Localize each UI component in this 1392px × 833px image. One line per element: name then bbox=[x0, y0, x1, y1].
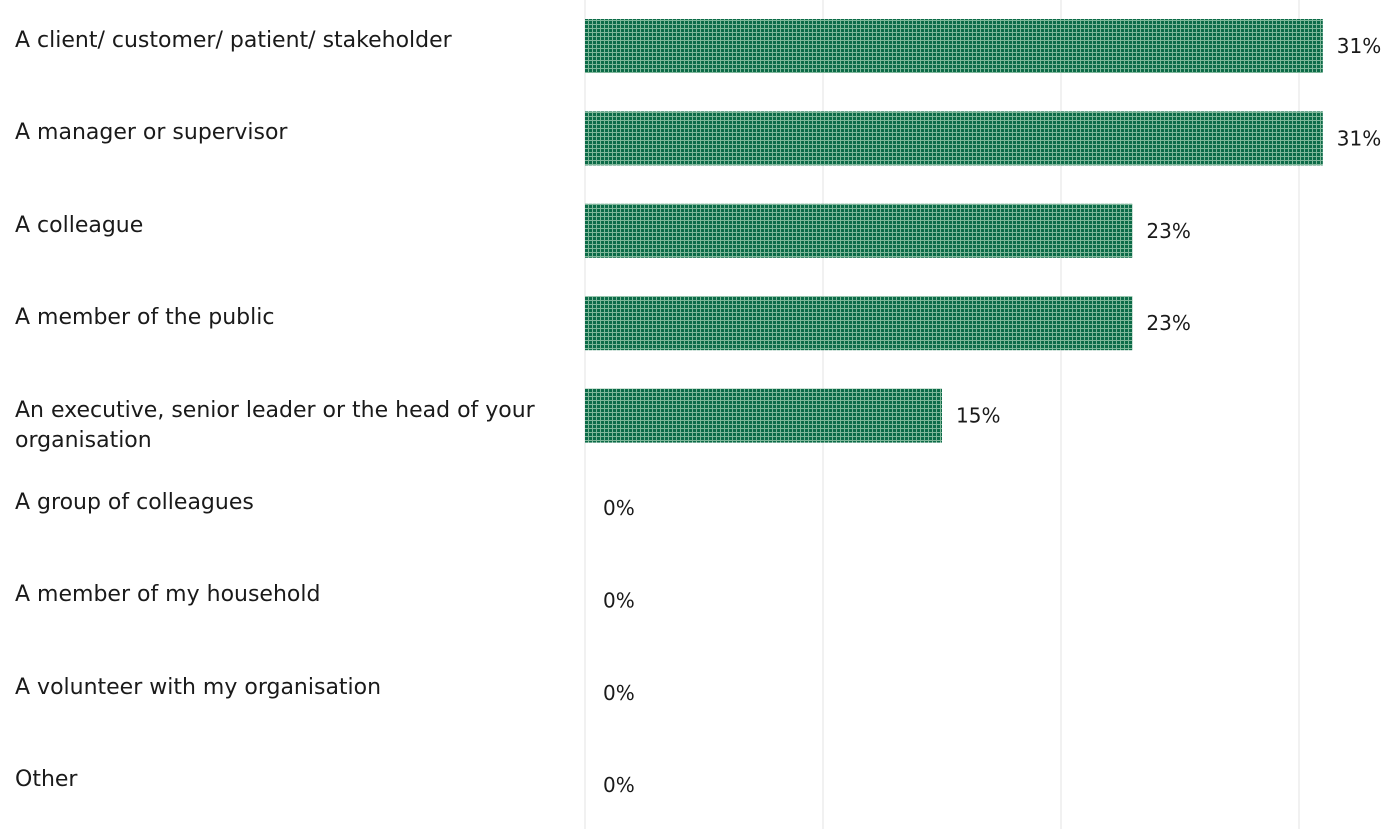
category-label: A colleague bbox=[15, 212, 144, 238]
bar bbox=[585, 19, 1323, 73]
category-label: A member of my household bbox=[15, 582, 321, 608]
category-label: A volunteer with my organisation bbox=[15, 674, 382, 700]
category-label: An executive, senior leader or the head … bbox=[15, 397, 535, 453]
bar bbox=[585, 203, 1133, 258]
bar bbox=[585, 111, 1323, 166]
value-label: 23% bbox=[1146, 219, 1190, 243]
value-label: 0% bbox=[603, 496, 635, 520]
value-label: 23% bbox=[1146, 311, 1190, 335]
value-label: 0% bbox=[603, 773, 635, 797]
category-label: A member of the public bbox=[15, 305, 275, 331]
category-label: A client/ customer/ patient/ stakeholder bbox=[15, 28, 452, 53]
value-label: 31% bbox=[1337, 126, 1381, 150]
value-label: 0% bbox=[603, 681, 635, 705]
value-label: 31% bbox=[1337, 34, 1381, 58]
value-label: 15% bbox=[956, 404, 1000, 428]
bars bbox=[585, 19, 1323, 443]
category-label: A manager or supervisor bbox=[15, 120, 288, 146]
value-label: 0% bbox=[603, 588, 635, 612]
bar bbox=[585, 388, 942, 443]
bar bbox=[585, 296, 1133, 351]
category-label: Other bbox=[15, 767, 78, 793]
category-label: A group of colleagues bbox=[15, 490, 254, 515]
value-labels: 31% 31% 23% 23% 15% 0% 0% 0% 0% bbox=[603, 34, 1381, 797]
